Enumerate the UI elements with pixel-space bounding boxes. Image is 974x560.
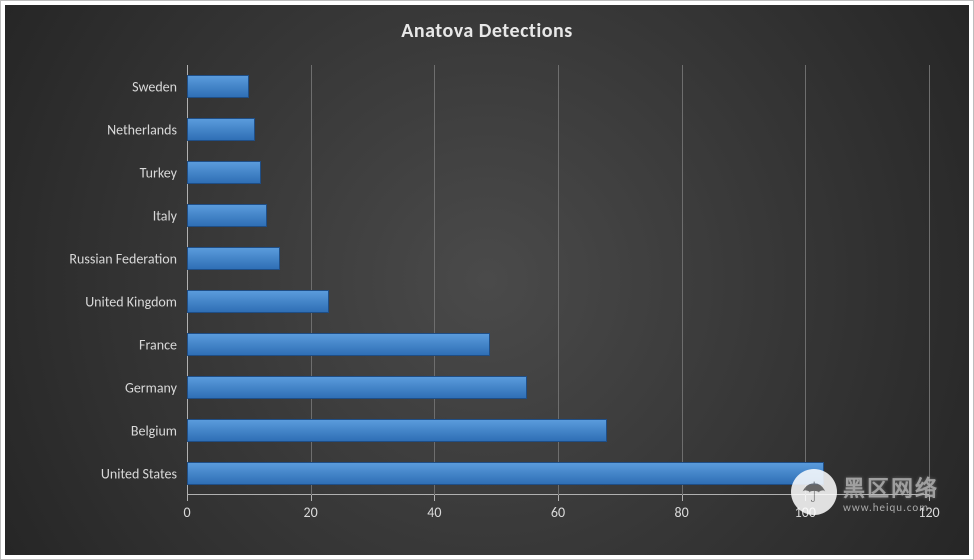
chart-background: Anatova Detections 020406080100120Sweden… <box>5 5 969 555</box>
bar-row <box>187 161 261 185</box>
y-tick-label: Sweden <box>132 78 177 95</box>
y-tick-label: Netherlands <box>107 121 177 138</box>
y-tick-label: Germany <box>125 379 177 396</box>
bar-row <box>187 204 267 228</box>
y-tick-label: France <box>139 336 177 353</box>
y-tick-label: Russian Federation <box>69 250 177 267</box>
x-tick-label: 120 <box>918 504 939 521</box>
gridline <box>805 65 806 495</box>
bar <box>187 333 490 357</box>
bar-row <box>187 376 527 400</box>
bar-row <box>187 290 329 314</box>
bar-row <box>187 247 280 271</box>
y-tick-label: Turkey <box>140 164 177 181</box>
plot-area: 020406080100120SwedenNetherlandsTurkeyIt… <box>187 65 929 495</box>
chart-frame: Anatova Detections 020406080100120Sweden… <box>0 0 974 560</box>
x-tick-mark <box>805 495 806 501</box>
bar <box>187 118 255 142</box>
x-tick-mark <box>929 495 930 501</box>
bar-row <box>187 333 490 357</box>
x-tick-mark <box>558 495 559 501</box>
bar <box>187 462 824 486</box>
y-tick-label: United States <box>101 465 177 482</box>
bar <box>187 161 261 185</box>
x-tick-mark <box>434 495 435 501</box>
gridline <box>929 65 930 495</box>
x-tick-label: 20 <box>304 504 318 521</box>
y-tick-label: Italy <box>153 207 177 224</box>
x-tick-mark <box>187 495 188 501</box>
bar <box>187 247 280 271</box>
bar-row <box>187 75 249 99</box>
bar <box>187 204 267 228</box>
x-tick-label: 60 <box>551 504 565 521</box>
x-tick-mark <box>311 495 312 501</box>
bar-row <box>187 118 255 142</box>
bar <box>187 376 527 400</box>
bar <box>187 419 607 443</box>
x-tick-label: 0 <box>183 504 190 521</box>
chart-title: Anatova Detections <box>5 19 969 43</box>
x-tick-label: 40 <box>427 504 441 521</box>
x-tick-label: 100 <box>795 504 816 521</box>
bar-row <box>187 419 607 443</box>
y-tick-label: Belgium <box>131 422 177 439</box>
x-tick-label: 80 <box>675 504 689 521</box>
bar-row <box>187 462 824 486</box>
bar <box>187 290 329 314</box>
gridline <box>682 65 683 495</box>
x-tick-mark <box>682 495 683 501</box>
y-tick-label: United Kingdom <box>85 293 177 310</box>
bar <box>187 75 249 99</box>
